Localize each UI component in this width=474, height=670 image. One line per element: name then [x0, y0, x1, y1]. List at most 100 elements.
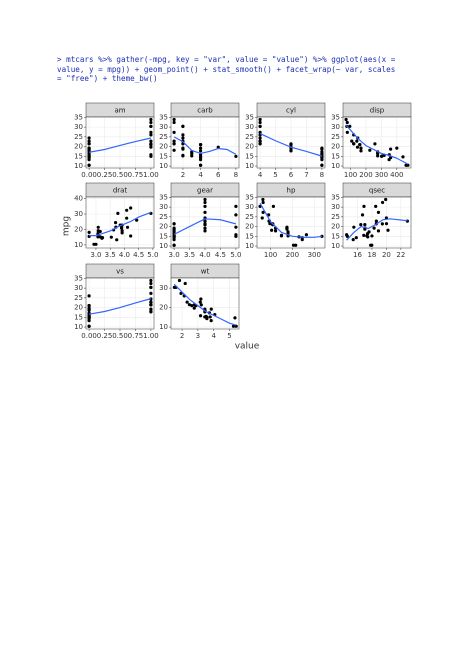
facet-title: wt	[201, 268, 210, 276]
panel-border	[170, 196, 240, 249]
point	[258, 120, 262, 125]
point	[203, 229, 207, 233]
point	[149, 117, 153, 122]
x-tick-label: 7	[304, 171, 308, 179]
x-tick-label: 18	[367, 251, 376, 259]
x-tick-label: 0.25	[97, 171, 113, 179]
code-line: > mtcars %>% gather(-mpg, key = "var", v…	[57, 55, 396, 64]
y-tick-label: 10	[74, 162, 83, 170]
x-tick-label: 5	[273, 171, 277, 179]
y-tick-label: 35	[331, 193, 340, 201]
point	[87, 306, 91, 310]
point	[203, 219, 207, 223]
y-tick-label: 20	[245, 143, 254, 151]
point	[198, 314, 203, 318]
x-tick-label: 0.75	[128, 171, 144, 179]
point	[373, 142, 377, 146]
y-tick-label: 35	[159, 113, 168, 121]
point	[115, 238, 119, 242]
y-tick-label: 15	[245, 232, 254, 240]
point	[379, 154, 384, 158]
point	[258, 139, 262, 143]
y-tick-label: 25	[159, 213, 168, 221]
panel-border	[170, 277, 240, 330]
point	[149, 154, 153, 158]
point	[279, 234, 284, 238]
smooth-line	[88, 298, 152, 315]
point	[172, 117, 176, 122]
y-tick-label: 15	[331, 232, 340, 240]
x-tick-label: 20	[382, 251, 391, 259]
point	[181, 136, 185, 140]
point	[395, 146, 399, 150]
x-tick-label: 22	[396, 251, 405, 259]
point	[149, 145, 153, 149]
x-tick-label: 200	[359, 171, 372, 179]
point	[404, 163, 408, 167]
x-tick-label: 2	[180, 332, 184, 340]
x-tick-label: 8	[320, 171, 324, 179]
y-tick-label: 25	[331, 213, 340, 221]
point	[369, 243, 373, 247]
panel-border	[342, 116, 412, 169]
point	[198, 146, 203, 150]
point	[98, 235, 102, 239]
point	[273, 229, 278, 233]
point	[289, 149, 293, 153]
point	[203, 222, 207, 226]
point	[172, 120, 176, 125]
point	[380, 200, 385, 205]
panel	[257, 197, 325, 248]
y-tick-label: 30	[245, 123, 254, 131]
point	[362, 204, 366, 208]
x-tick-label: 4	[198, 171, 203, 179]
point	[109, 235, 113, 239]
x-tick-label: 3.5	[184, 251, 195, 259]
panel	[171, 278, 239, 329]
x-axis-label: value	[235, 342, 260, 352]
point	[181, 124, 185, 128]
smooth-line	[173, 283, 237, 326]
point	[374, 219, 378, 223]
y-tick-label: 25	[74, 294, 83, 302]
point	[234, 234, 238, 238]
smooth-line	[259, 133, 323, 157]
point	[172, 238, 176, 242]
point	[354, 236, 358, 240]
point	[367, 230, 371, 234]
point	[320, 146, 324, 150]
point	[87, 158, 91, 162]
y-tick-label: 30	[159, 284, 168, 292]
point	[376, 229, 381, 233]
y-tick-label: 20	[331, 143, 340, 151]
point	[258, 142, 262, 146]
point	[113, 221, 118, 225]
panel-border	[342, 196, 412, 249]
point	[372, 226, 376, 230]
facet-title: carb	[197, 107, 213, 115]
point	[87, 154, 91, 158]
point	[345, 120, 349, 125]
x-tick-label: 0.50	[112, 171, 128, 179]
x-tick-label: 0.00	[81, 171, 97, 179]
smooth-line	[88, 137, 152, 153]
y-tick-label: 20	[245, 223, 254, 231]
point	[209, 307, 213, 311]
x-tick-label: 3	[196, 332, 200, 340]
point	[198, 153, 203, 157]
point	[177, 278, 182, 283]
point	[234, 154, 238, 158]
point	[149, 281, 153, 286]
x-tick-label: 5.0	[147, 251, 158, 259]
y-tick-label: 10	[74, 323, 83, 331]
y-tick-label: 35	[245, 113, 254, 121]
point	[384, 197, 388, 202]
x-tick-label: 4	[258, 171, 263, 179]
x-tick-label: 1.00	[143, 171, 159, 179]
y-tick-label: 20	[74, 225, 83, 233]
facet-title: qsec	[369, 187, 385, 195]
point	[116, 211, 120, 215]
point	[87, 319, 91, 323]
point	[198, 163, 203, 167]
point	[172, 139, 176, 143]
